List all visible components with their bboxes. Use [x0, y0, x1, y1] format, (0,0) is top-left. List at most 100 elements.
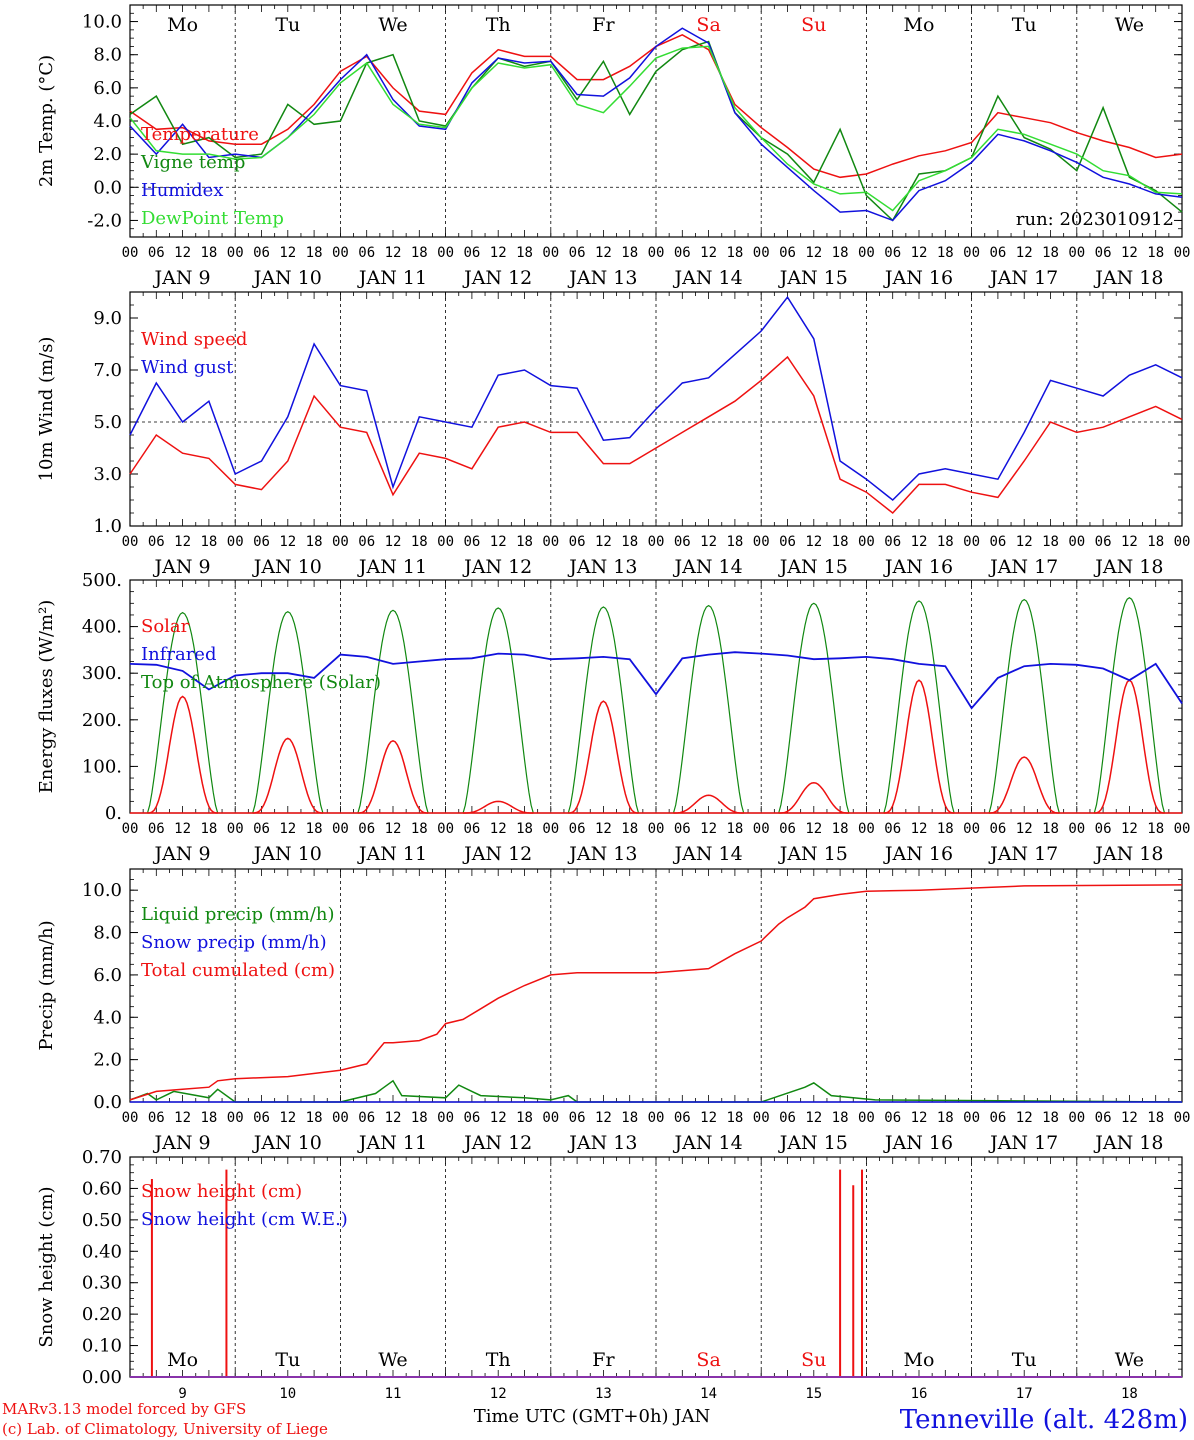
solar-line — [568, 700, 639, 814]
y-axis-label: 10m Wind (m/s) — [36, 337, 57, 482]
y-tick-label: 0.00 — [82, 1367, 122, 1388]
hour-tick-label: 00 — [1174, 821, 1191, 837]
weekday-label: Th — [486, 1349, 511, 1371]
date-label: JAN 16 — [883, 267, 953, 289]
date-label: JAN 14 — [673, 556, 743, 578]
hour-tick-label: 12 — [490, 534, 507, 550]
hour-tick-label: 18 — [832, 821, 849, 837]
date-label: JAN 18 — [1093, 267, 1163, 289]
hour-tick-label: 00 — [122, 1110, 139, 1126]
hour-tick-label: 12 — [805, 534, 822, 550]
hour-tick-label: 18 — [937, 821, 954, 837]
hour-tick-label: 06 — [1095, 1110, 1112, 1126]
toa-solar-line — [567, 606, 640, 814]
series-line-vigne-temp — [129, 40, 1183, 222]
legend-entry: Solar — [141, 616, 190, 637]
hour-tick-label: 06 — [779, 821, 796, 837]
infrared-line — [129, 651, 1183, 710]
solar-line — [252, 737, 323, 814]
toa-solar-line — [252, 611, 324, 814]
date-label: JAN 17 — [988, 1132, 1058, 1154]
run-label: run: 2023010912 — [1016, 209, 1174, 230]
toa-solar-line — [778, 602, 850, 814]
y-tick-label: 9.0 — [93, 308, 122, 329]
hour-tick-label: 06 — [884, 245, 901, 261]
y-tick-label: 0.10 — [82, 1336, 122, 1357]
hour-tick-label: 12 — [490, 245, 507, 261]
hour-tick-label: 18 — [200, 821, 217, 837]
day-number-label: 15 — [805, 1386, 822, 1402]
legend-entry: Total cumulated (cm) — [141, 960, 335, 981]
weekday-label: Tu — [275, 14, 300, 36]
weekday-label: Sa — [696, 14, 720, 36]
hour-tick-label: 00 — [332, 534, 349, 550]
hour-tick-label: 00 — [1174, 534, 1191, 550]
y-tick-label: -2.0 — [87, 210, 122, 231]
date-label: JAN 17 — [988, 843, 1058, 865]
hour-tick-label: 18 — [306, 1110, 323, 1126]
legend-entry: Snow height (cm W.E.) — [141, 1209, 348, 1230]
date-label: JAN 10 — [252, 1132, 322, 1154]
y-axis-label: 2m Temp. (°C) — [36, 55, 57, 187]
weekday-label: We — [1115, 1349, 1144, 1371]
weekday-label: Fr — [592, 1349, 615, 1371]
x-axis-title: Time UTC (GMT+0h) JAN — [474, 1406, 711, 1427]
hour-tick-label: 18 — [726, 821, 743, 837]
hour-tick-label: 00 — [753, 245, 770, 261]
hour-tick-label: 00 — [332, 245, 349, 261]
footer-credit-line: (c) Lab. of Climatology, University of L… — [2, 1420, 328, 1438]
hour-tick-label: 12 — [595, 245, 612, 261]
date-label: JAN 13 — [567, 1132, 637, 1154]
hour-tick-label: 18 — [1042, 821, 1059, 837]
panel-3: 0. 100. 200. 300. 400. 500. Energy fluxes (W/m… — [36, 570, 1190, 865]
date-label: JAN 12 — [462, 1132, 532, 1154]
hour-tick-label: 00 — [1068, 534, 1085, 550]
date-label: JAN 18 — [1093, 843, 1163, 865]
date-label: JAN 18 — [1093, 556, 1163, 578]
legend-entry: Wind gust — [141, 357, 234, 378]
date-label: JAN 15 — [778, 1132, 848, 1154]
y-tick-label: 300. — [82, 663, 122, 684]
hour-tick-label: 12 — [174, 245, 191, 261]
hour-tick-label: 12 — [174, 534, 191, 550]
hour-tick-label: 12 — [1016, 821, 1033, 837]
legend-entry: Liquid precip (mm/h) — [141, 904, 335, 925]
hour-tick-label: 18 — [516, 821, 533, 837]
y-tick-label: 3.0 — [93, 464, 122, 485]
legend-entry: Infrared — [141, 644, 216, 665]
hour-tick-label: 18 — [726, 1110, 743, 1126]
date-label: JAN 13 — [567, 843, 637, 865]
hour-tick-label: 18 — [1147, 245, 1164, 261]
hour-tick-label: 00 — [542, 245, 559, 261]
hour-tick-label: 00 — [227, 534, 244, 550]
hour-tick-label: 18 — [1147, 534, 1164, 550]
hour-tick-label: 12 — [911, 1110, 928, 1126]
y-tick-label: 2.0 — [93, 144, 122, 165]
hour-tick-label: 00 — [542, 534, 559, 550]
date-label: JAN 11 — [357, 556, 427, 578]
hour-tick-label: 12 — [595, 1110, 612, 1126]
y-tick-label: 400. — [82, 617, 122, 638]
date-label: JAN 10 — [252, 843, 322, 865]
hour-tick-label: 18 — [516, 534, 533, 550]
hour-tick-label: 18 — [516, 1110, 533, 1126]
hour-tick-label: 12 — [700, 534, 717, 550]
panel-2: 1.0 3.0 5.0 7.0 9.0 10m Wind (m/s) Wind speed W… — [36, 291, 1191, 578]
date-label: JAN 11 — [357, 1132, 427, 1154]
y-axis-label: Energy fluxes (W/m²) — [36, 600, 57, 794]
hour-tick-label: 18 — [306, 821, 323, 837]
hour-tick-label: 00 — [437, 1110, 454, 1126]
hour-tick-label: 00 — [753, 534, 770, 550]
date-label: JAN 12 — [462, 267, 532, 289]
date-label: JAN 9 — [153, 1132, 211, 1154]
hour-tick-label: 00 — [437, 821, 454, 837]
hour-tick-label: 06 — [148, 821, 165, 837]
y-axis-label: Snow height (cm) — [36, 1186, 57, 1347]
weekday-label: Mo — [904, 1349, 935, 1371]
day-number-label: 18 — [1121, 1386, 1138, 1402]
hour-tick-label: 00 — [542, 821, 559, 837]
hour-tick-label: 06 — [569, 821, 586, 837]
hour-tick-label: 18 — [411, 245, 428, 261]
hour-tick-label: 06 — [674, 534, 691, 550]
